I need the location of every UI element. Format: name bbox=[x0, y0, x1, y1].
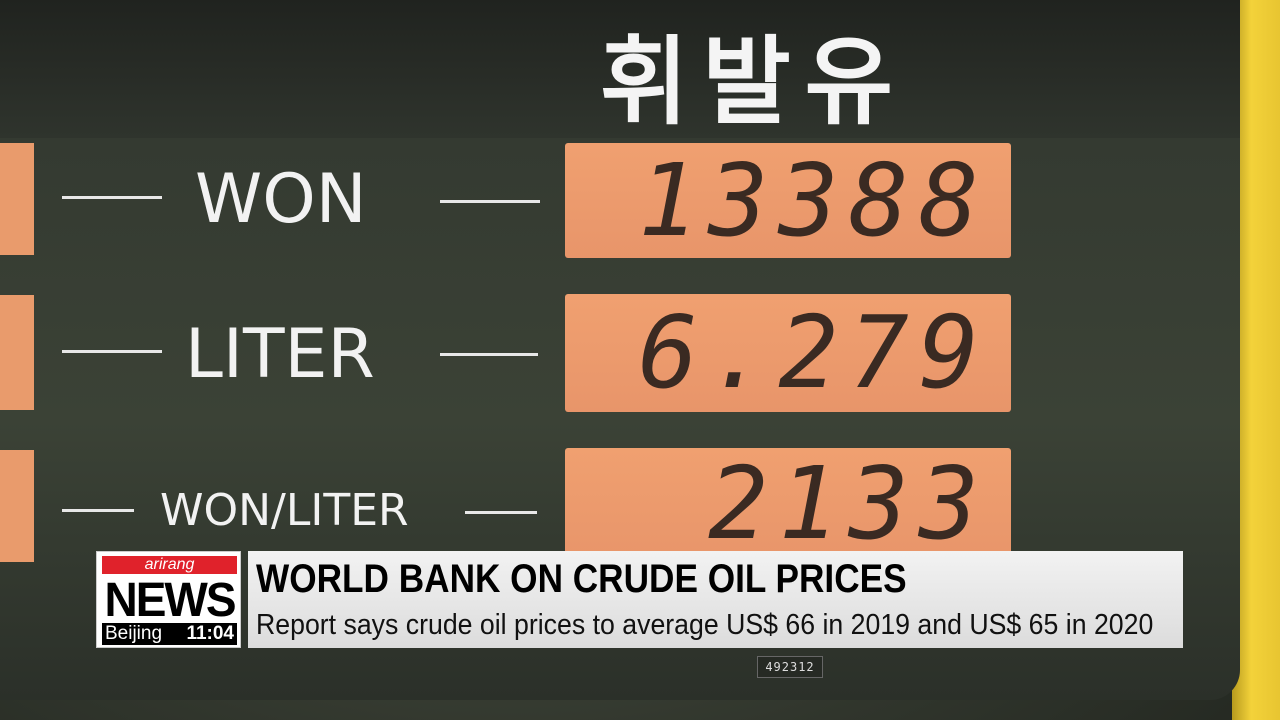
divider bbox=[62, 196, 162, 199]
divider bbox=[62, 350, 162, 353]
sign-title: 휘발유 bbox=[600, 26, 907, 138]
arirang-news-logo: arirang NEWS Beijing 11:04 bbox=[96, 551, 241, 648]
left-display-edge bbox=[0, 450, 34, 562]
sign-header: 휘발유 bbox=[0, 0, 1240, 138]
divider bbox=[440, 200, 540, 203]
lower-third-banner: WORLD BANK ON CRUDE OIL PRICES Report sa… bbox=[248, 551, 1183, 648]
time-label: 11:04 bbox=[186, 623, 234, 644]
divider bbox=[62, 509, 134, 512]
row-label-liter: LITER bbox=[185, 315, 375, 394]
brand-label: arirang bbox=[102, 556, 237, 574]
divider bbox=[440, 353, 538, 356]
program-label: NEWS bbox=[104, 571, 237, 627]
divider bbox=[465, 511, 537, 514]
yellow-pump-edge bbox=[1232, 0, 1280, 720]
location-time-bar: Beijing 11:04 bbox=[102, 623, 237, 645]
display-won: 13388 bbox=[565, 143, 1011, 258]
totalizer-counter: 492312 bbox=[757, 656, 823, 678]
headline: WORLD BANK ON CRUDE OIL PRICES bbox=[256, 557, 907, 601]
left-display-edge bbox=[0, 143, 34, 255]
display-won-per-liter: 2133 bbox=[565, 448, 1011, 560]
left-display-edge bbox=[0, 295, 34, 410]
display-liter: 6.279 bbox=[565, 294, 1011, 412]
location-label: Beijing bbox=[105, 623, 163, 644]
pump-display-frame: 휘발유 WON 13388 LITER 6.279 WON/LITER 2133… bbox=[0, 0, 1240, 700]
subline: Report says crude oil prices to average … bbox=[256, 609, 1154, 641]
row-label-won: WON bbox=[195, 160, 367, 239]
row-label-won-per-liter: WON/LITER bbox=[160, 485, 409, 536]
